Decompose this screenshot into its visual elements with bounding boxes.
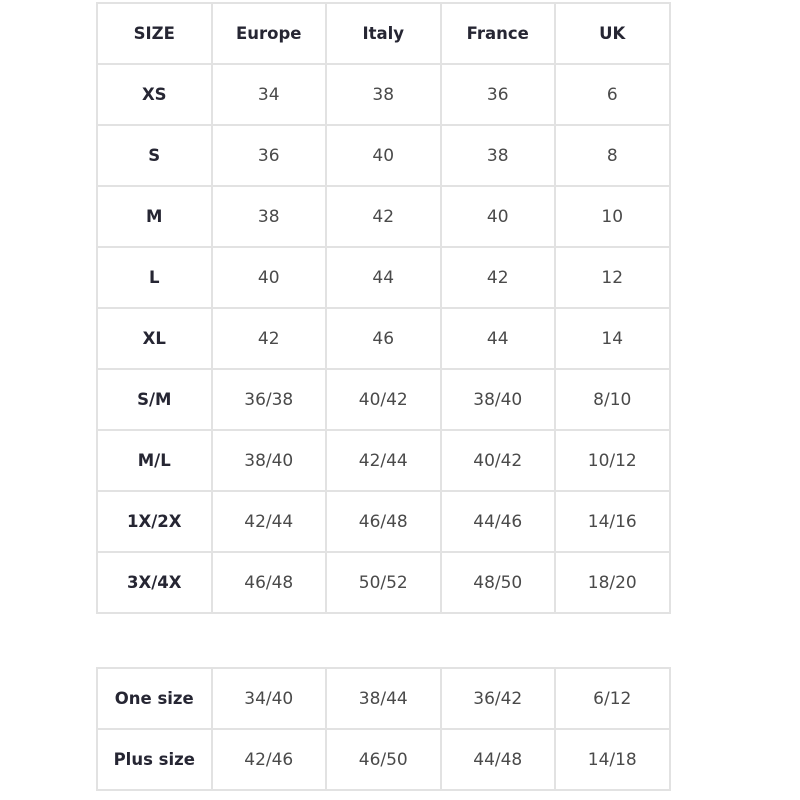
size-label: M <box>96 185 213 248</box>
size-value: 14/18 <box>554 728 671 791</box>
size-label: M/L <box>96 429 213 492</box>
size-value: 40 <box>210 246 327 309</box>
size-value: 42 <box>210 307 327 370</box>
size-value: 36/42 <box>439 667 556 730</box>
size-value: 48/50 <box>439 551 556 614</box>
size-value: 42/46 <box>210 728 327 791</box>
table-row: S 36 40 38 8 <box>96 124 671 187</box>
table-row: M/L 38/40 42/44 40/42 10/12 <box>96 429 671 492</box>
size-value: 40/42 <box>325 368 442 431</box>
column-header: SIZE <box>96 2 213 65</box>
size-value: 42/44 <box>325 429 442 492</box>
table-row: Plus size 42/46 46/50 44/48 14/18 <box>96 728 671 791</box>
table-row: 3X/4X 46/48 50/52 48/50 18/20 <box>96 551 671 614</box>
size-value: 50/52 <box>325 551 442 614</box>
size-value: 40 <box>439 185 556 248</box>
size-value: 34 <box>210 63 327 126</box>
size-value: 42 <box>439 246 556 309</box>
size-value: 38 <box>325 63 442 126</box>
size-label: L <box>96 246 213 309</box>
size-value: 36 <box>210 124 327 187</box>
size-value: 36 <box>439 63 556 126</box>
size-value: 8/10 <box>554 368 671 431</box>
column-header: Europe <box>210 2 327 65</box>
size-value: 40/42 <box>439 429 556 492</box>
table-row: S/M 36/38 40/42 38/40 8/10 <box>96 368 671 431</box>
size-value: 8 <box>554 124 671 187</box>
size-value: 44 <box>439 307 556 370</box>
table-row: 1X/2X 42/44 46/48 44/46 14/16 <box>96 490 671 553</box>
size-value: 10 <box>554 185 671 248</box>
size-label: 3X/4X <box>96 551 213 614</box>
size-value: 18/20 <box>554 551 671 614</box>
size-value: 36/38 <box>210 368 327 431</box>
size-value: 38/44 <box>325 667 442 730</box>
size-value: 6/12 <box>554 667 671 730</box>
size-value: 6 <box>554 63 671 126</box>
size-value: 46/50 <box>325 728 442 791</box>
size-value: 40 <box>325 124 442 187</box>
table-row: M 38 42 40 10 <box>96 185 671 248</box>
table-row: XL 42 46 44 14 <box>96 307 671 370</box>
size-value: 10/12 <box>554 429 671 492</box>
size-value: 42/44 <box>210 490 327 553</box>
size-value: 34/40 <box>210 667 327 730</box>
size-value: 44 <box>325 246 442 309</box>
table-row: One size 34/40 38/44 36/42 6/12 <box>96 667 671 730</box>
size-value: 38/40 <box>210 429 327 492</box>
table-row: XS 34 38 36 6 <box>96 63 671 126</box>
size-value: 46/48 <box>325 490 442 553</box>
size-label: XS <box>96 63 213 126</box>
size-value: 38/40 <box>439 368 556 431</box>
column-header: France <box>439 2 556 65</box>
size-range-table: One size 34/40 38/44 36/42 6/12 Plus size 42/4… <box>96 667 671 791</box>
size-label: Plus size <box>96 728 213 791</box>
header-row: SIZE Europe Italy France UK <box>96 2 671 65</box>
size-label: One size <box>96 667 213 730</box>
size-value: 14 <box>554 307 671 370</box>
size-label: S/M <box>96 368 213 431</box>
size-label: 1X/2X <box>96 490 213 553</box>
table-row: L 40 44 42 12 <box>96 246 671 309</box>
column-header: UK <box>554 2 671 65</box>
size-value: 44/46 <box>439 490 556 553</box>
size-value: 42 <box>325 185 442 248</box>
size-value: 14/16 <box>554 490 671 553</box>
size-value: 38 <box>210 185 327 248</box>
size-value: 44/48 <box>439 728 556 791</box>
size-label: XL <box>96 307 213 370</box>
size-value: 12 <box>554 246 671 309</box>
size-value: 46/48 <box>210 551 327 614</box>
size-value: 38 <box>439 124 556 187</box>
size-value: 46 <box>325 307 442 370</box>
column-header: Italy <box>325 2 442 65</box>
size-conversion-table: SIZE Europe Italy France UK XS 34 38 36 6 S 36 40 38 8… <box>96 2 671 614</box>
size-label: S <box>96 124 213 187</box>
